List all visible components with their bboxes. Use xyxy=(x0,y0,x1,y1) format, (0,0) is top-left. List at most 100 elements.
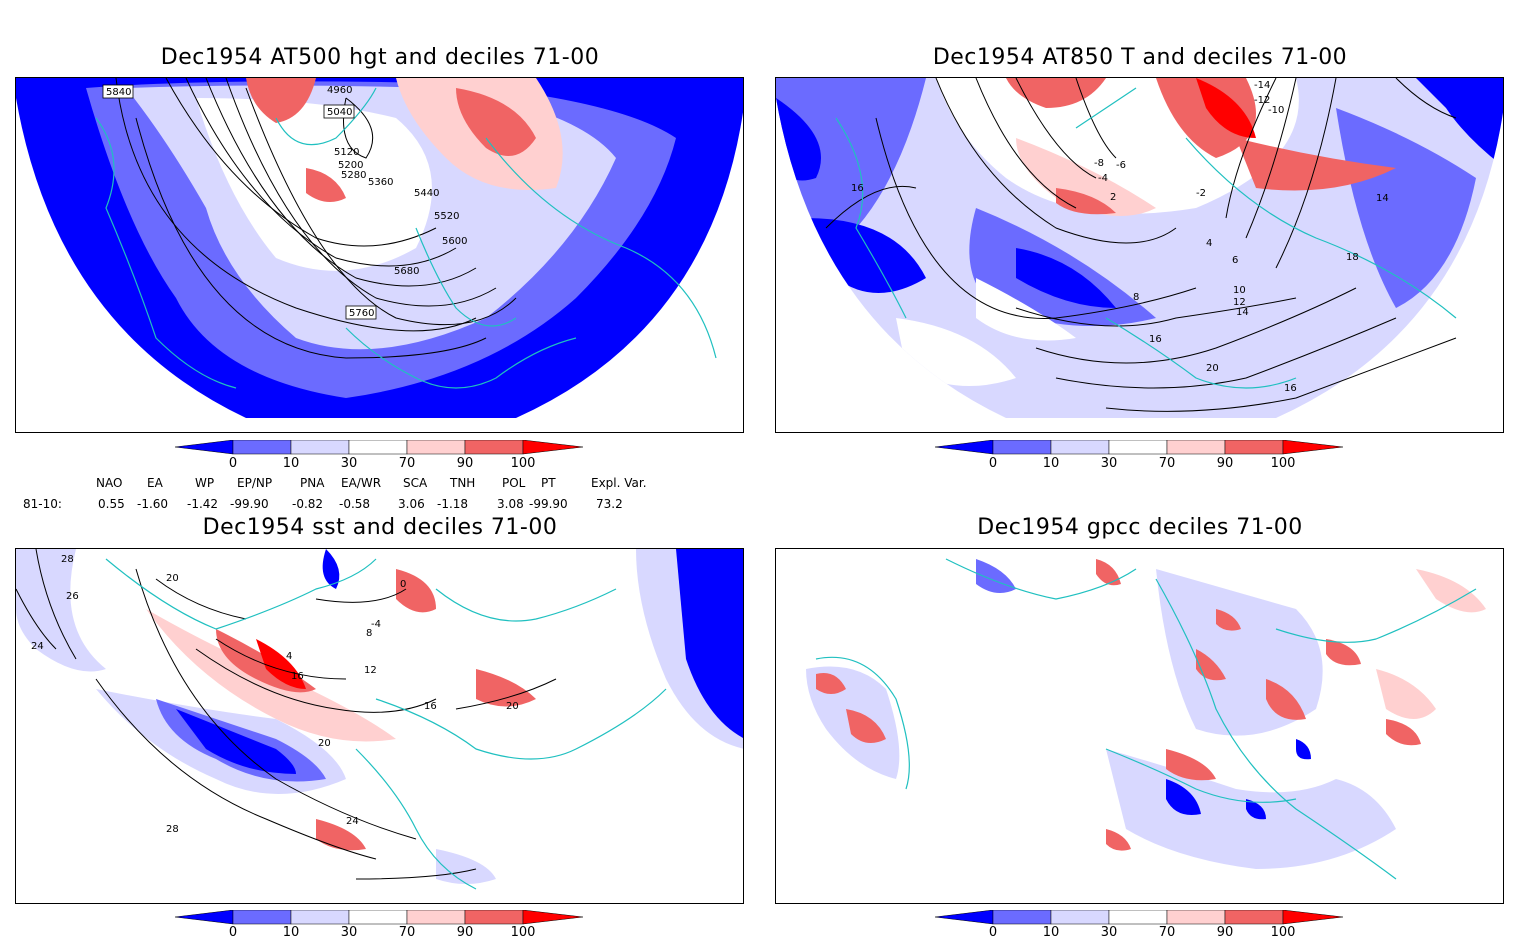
colorbar-graphic xyxy=(175,440,584,455)
contour-label: 5600 xyxy=(442,236,467,247)
contour-label: 24 xyxy=(346,816,359,827)
panel-title-hgt500: Dec1954 AT500 hgt and deciles 71-00 xyxy=(160,45,600,70)
map-t850-graphic: -14 -12 -10 -8 -6 -4 -2 2 4 6 8 10 12 14… xyxy=(776,78,1503,418)
index-header: Expl. Var. xyxy=(591,476,647,490)
colorbar-top-left: 0 10 30 70 90 100 xyxy=(175,440,585,475)
index-value: 3.08 xyxy=(497,497,524,511)
index-header: PT xyxy=(541,476,556,490)
index-header: SCA xyxy=(403,476,428,490)
map-panel-gpcc xyxy=(775,548,1504,904)
colorbar-bottom-right: 0 10 30 70 90 100 xyxy=(935,910,1345,940)
coastlines xyxy=(95,87,717,389)
contour-label: 10 xyxy=(1233,285,1246,296)
contour-label: 20 xyxy=(1206,363,1219,374)
contour-label: 5040 xyxy=(327,107,352,118)
contour-label: 14 xyxy=(1376,193,1389,204)
index-value: -1.18 xyxy=(437,497,469,511)
contour-label: 2 xyxy=(1110,192,1116,203)
colorbar-tick: 0 xyxy=(228,925,238,940)
index-row-label: 81-10: xyxy=(23,497,62,511)
colorbar-tick: 100 xyxy=(1270,925,1296,940)
colorbar-tick: 90 xyxy=(456,925,474,940)
contour-label: 20 xyxy=(166,573,179,584)
contour-label: 4960 xyxy=(327,85,352,96)
contour-label: 20 xyxy=(506,701,519,712)
index-header: NAO xyxy=(96,476,123,490)
colorbar-tick: 0 xyxy=(988,456,998,471)
contour-label: 5520 xyxy=(434,211,459,222)
colorbar-graphic xyxy=(935,440,1344,455)
colorbar-tick: 30 xyxy=(1100,925,1118,940)
contour-label: -4 xyxy=(1098,173,1108,184)
index-value: -0.82 xyxy=(292,497,324,511)
map-gpcc-graphic xyxy=(806,558,1486,880)
colorbar-tick: 90 xyxy=(1216,456,1234,471)
contour-label: 28 xyxy=(61,554,74,565)
contour-label: 6 xyxy=(1232,255,1238,266)
map-sst-graphic: 28 26 24 20 16 12 8 4 0 -4 16 20 24 28 2… xyxy=(16,549,743,890)
contour-label: -4 xyxy=(371,619,381,630)
colorbar-tick: 10 xyxy=(1042,456,1060,471)
index-value: -1.42 xyxy=(187,497,219,511)
contour-label: 5280 xyxy=(341,170,366,181)
contour-label: 4 xyxy=(286,651,292,662)
contour-label: -10 xyxy=(1268,105,1284,116)
contour-label: -12 xyxy=(1254,95,1270,106)
index-value: -99.90 xyxy=(529,497,568,511)
coastlines xyxy=(815,558,1477,880)
contour-label: -6 xyxy=(1116,160,1126,171)
index-value: 3.06 xyxy=(398,497,425,511)
colorbar-tick: 0 xyxy=(988,925,998,940)
contour-label: 5120 xyxy=(334,147,359,158)
contour-label: 5680 xyxy=(394,266,419,277)
index-value: 73.2 xyxy=(596,497,623,511)
colorbar-tick: 90 xyxy=(1216,925,1234,940)
contour-label: 16 xyxy=(851,183,864,194)
colorbar-top-right: 0 10 30 70 90 100 xyxy=(935,440,1345,475)
contour-label: 0 xyxy=(400,579,406,590)
colorbar-graphic xyxy=(175,910,584,925)
contour-label: 8 xyxy=(1133,292,1139,303)
contour-label: 28 xyxy=(166,824,179,835)
colorbar-tick: 70 xyxy=(1158,456,1176,471)
index-header: WP xyxy=(195,476,215,490)
contour-label: 18 xyxy=(1346,252,1359,263)
contour-label: 5200 xyxy=(338,160,363,171)
index-header: POL xyxy=(502,476,526,490)
colorbar-tick: 100 xyxy=(510,925,536,940)
contour-label: 12 xyxy=(364,665,377,676)
index-value: -99.90 xyxy=(230,497,269,511)
colorbar-tick: 10 xyxy=(282,456,300,471)
panel-title-sst: Dec1954 sst and deciles 71-00 xyxy=(202,515,558,540)
index-header: TNH xyxy=(450,476,476,490)
colorbar-tick: 100 xyxy=(1270,456,1296,471)
contour-label: 5440 xyxy=(414,188,439,199)
map-hgt500-graphic: 5840 4960 5040 5120 5200 5280 5360 5440 … xyxy=(16,78,743,418)
panel-title-gpcc: Dec1954 gpcc deciles 71-00 xyxy=(977,515,1303,540)
contour-label: 5360 xyxy=(368,177,393,188)
coastlines xyxy=(835,87,1457,389)
contour-label: 5840 xyxy=(106,87,131,98)
contour-label: -2 xyxy=(1196,188,1206,199)
contour-label: 26 xyxy=(66,591,79,602)
colorbar-tick: 30 xyxy=(340,456,358,471)
coastlines xyxy=(105,558,667,890)
colorbar-graphic xyxy=(935,910,1344,925)
index-value: -1.60 xyxy=(137,497,169,511)
index-header: EA/WR xyxy=(341,476,382,490)
contour-label: 16 xyxy=(1149,334,1162,345)
colorbar-tick: 10 xyxy=(1042,925,1060,940)
contour-label: 12 xyxy=(1233,297,1246,308)
colorbar-tick: 70 xyxy=(398,925,416,940)
map-panel-sst: 28 26 24 20 16 12 8 4 0 -4 16 20 24 28 2… xyxy=(15,548,744,904)
map-panel-t850: -14 -12 -10 -8 -6 -4 -2 2 4 6 8 10 12 14… xyxy=(775,77,1504,433)
contour-label: 24 xyxy=(31,641,44,652)
contour-label: 8 xyxy=(366,628,372,639)
contour-label: -14 xyxy=(1254,80,1270,91)
colorbar-tick: 30 xyxy=(340,925,358,940)
colorbar-tick: 100 xyxy=(510,456,536,471)
contour-label: 20 xyxy=(318,738,331,749)
index-value: 0.55 xyxy=(98,497,125,511)
contour-label: 16 xyxy=(291,671,304,682)
index-header: EA xyxy=(147,476,163,490)
